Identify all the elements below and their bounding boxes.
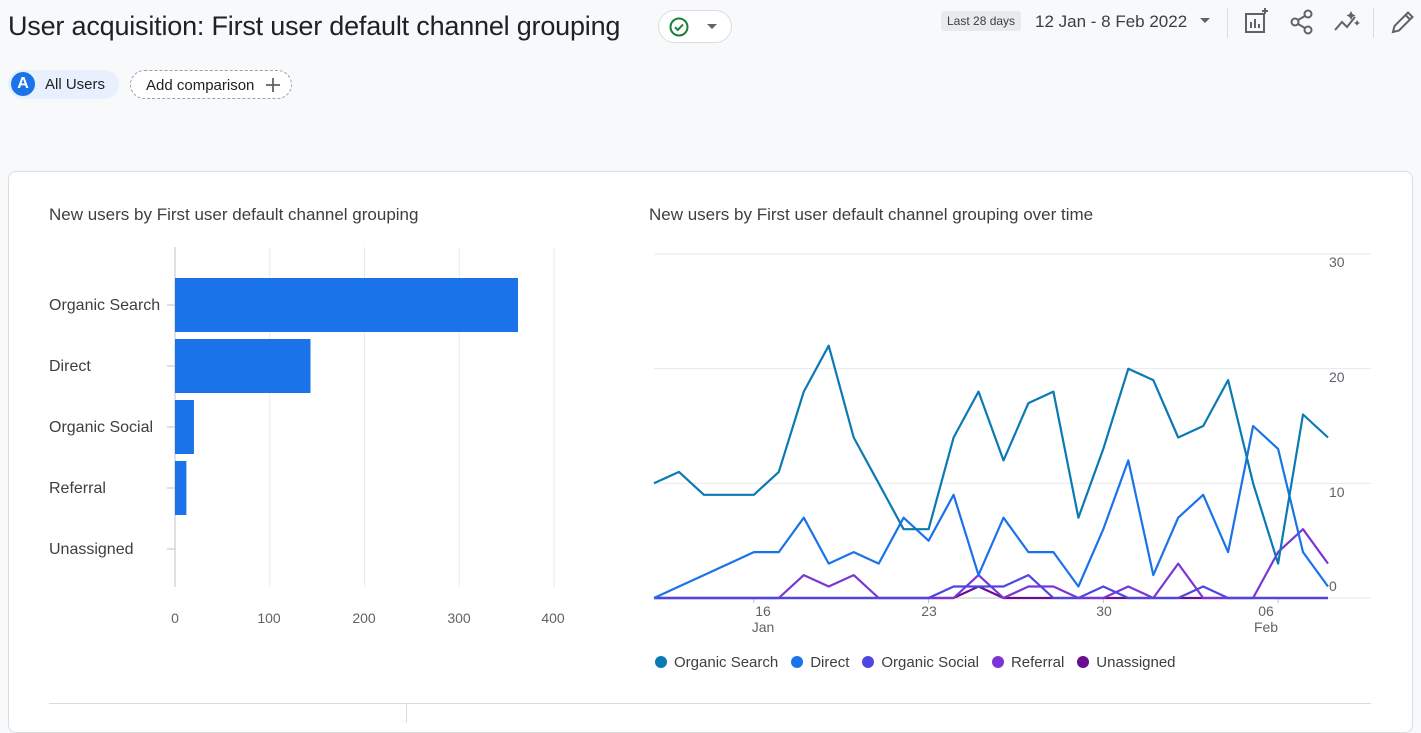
bar-category-label: Unassigned bbox=[49, 541, 134, 558]
bar-chart-title: New users by First user default channel … bbox=[49, 205, 419, 224]
chevron-down-icon bbox=[707, 24, 717, 29]
check-circle-icon bbox=[669, 17, 689, 37]
date-range-chevron-icon[interactable] bbox=[1198, 14, 1212, 28]
date-preset-tag: Last 28 days bbox=[941, 11, 1022, 31]
series-line-organic-social bbox=[654, 574, 1328, 600]
segment-avatar: A bbox=[11, 72, 35, 96]
legend-dot bbox=[862, 656, 875, 668]
segment-chip-all-users[interactable]: A All Users bbox=[8, 70, 119, 99]
header: User acquisition: First user default cha… bbox=[0, 0, 1421, 60]
table-column-divider bbox=[406, 703, 407, 723]
y-tick-label: 0 bbox=[1329, 578, 1337, 594]
series-line-direct bbox=[653, 424, 1329, 599]
divider bbox=[1227, 8, 1228, 38]
bar-direct bbox=[175, 339, 311, 393]
bar-organic-social bbox=[175, 400, 194, 454]
legend-item-direct[interactable]: Direct bbox=[791, 652, 849, 672]
add-comparison-label: Add comparison bbox=[146, 77, 255, 94]
report-status-dropdown[interactable] bbox=[658, 10, 732, 43]
legend-item-unassigned[interactable]: Unassigned bbox=[1077, 652, 1176, 672]
legend-item-organic-social[interactable]: Organic Social bbox=[862, 652, 979, 672]
insights-icon[interactable] bbox=[1333, 8, 1361, 36]
customize-report-icon[interactable] bbox=[1242, 8, 1270, 36]
y-tick-label: 10 bbox=[1329, 484, 1345, 500]
legend-dot bbox=[1077, 656, 1090, 668]
divider bbox=[1373, 8, 1374, 38]
share-icon[interactable] bbox=[1288, 8, 1316, 36]
add-comparison-button[interactable]: Add comparison bbox=[130, 70, 292, 99]
bar-category-label: Organic Search bbox=[49, 297, 161, 314]
series-line-referral bbox=[654, 528, 1329, 600]
edit-icon[interactable] bbox=[1389, 8, 1417, 36]
plus-icon bbox=[266, 78, 280, 92]
x-tick-label: 0 bbox=[171, 610, 179, 626]
segment-label: All Users bbox=[45, 76, 106, 93]
bar-referral bbox=[175, 461, 187, 515]
legend-dot bbox=[791, 656, 804, 668]
x-date-label: 30 bbox=[1096, 603, 1112, 619]
y-tick-label: 20 bbox=[1329, 369, 1345, 385]
legend-dot bbox=[991, 656, 1004, 668]
legend-item-referral[interactable]: Referral bbox=[991, 652, 1064, 672]
bar-chart-plot bbox=[167, 247, 555, 587]
x-tick-label: 200 bbox=[352, 610, 376, 626]
x-tick-label: 300 bbox=[447, 610, 471, 626]
legend-dot bbox=[655, 656, 667, 668]
page-title: User acquisition: First user default cha… bbox=[8, 11, 621, 41]
x-date-label: 23 bbox=[921, 603, 937, 619]
date-range-picker[interactable]: 12 Jan - 8 Feb 2022 bbox=[1035, 12, 1188, 31]
table-header-divider bbox=[49, 703, 1371, 704]
bar-category-label: Referral bbox=[49, 480, 106, 497]
x-tick-label: 400 bbox=[541, 610, 565, 626]
x-date-label: 06 Feb bbox=[1253, 603, 1279, 635]
bar-category-label: Organic Social bbox=[49, 419, 154, 436]
report-card: New users by First user default channel … bbox=[8, 171, 1413, 733]
bar-category-label: Direct bbox=[49, 358, 91, 375]
chart-legend: Organic Search Direct Organic Social Ref… bbox=[655, 652, 1176, 672]
x-date-label: 16 Jan bbox=[751, 603, 775, 635]
line-chart-title: New users by First user default channel … bbox=[649, 205, 1094, 224]
line-chart-plot bbox=[653, 253, 1371, 603]
bar-organic-search bbox=[175, 278, 518, 332]
legend-item-organic-search[interactable]: Organic Search bbox=[655, 652, 778, 672]
y-tick-label: 30 bbox=[1329, 254, 1345, 270]
series-line-organic-search bbox=[653, 344, 1329, 565]
x-tick-label: 100 bbox=[257, 610, 281, 626]
